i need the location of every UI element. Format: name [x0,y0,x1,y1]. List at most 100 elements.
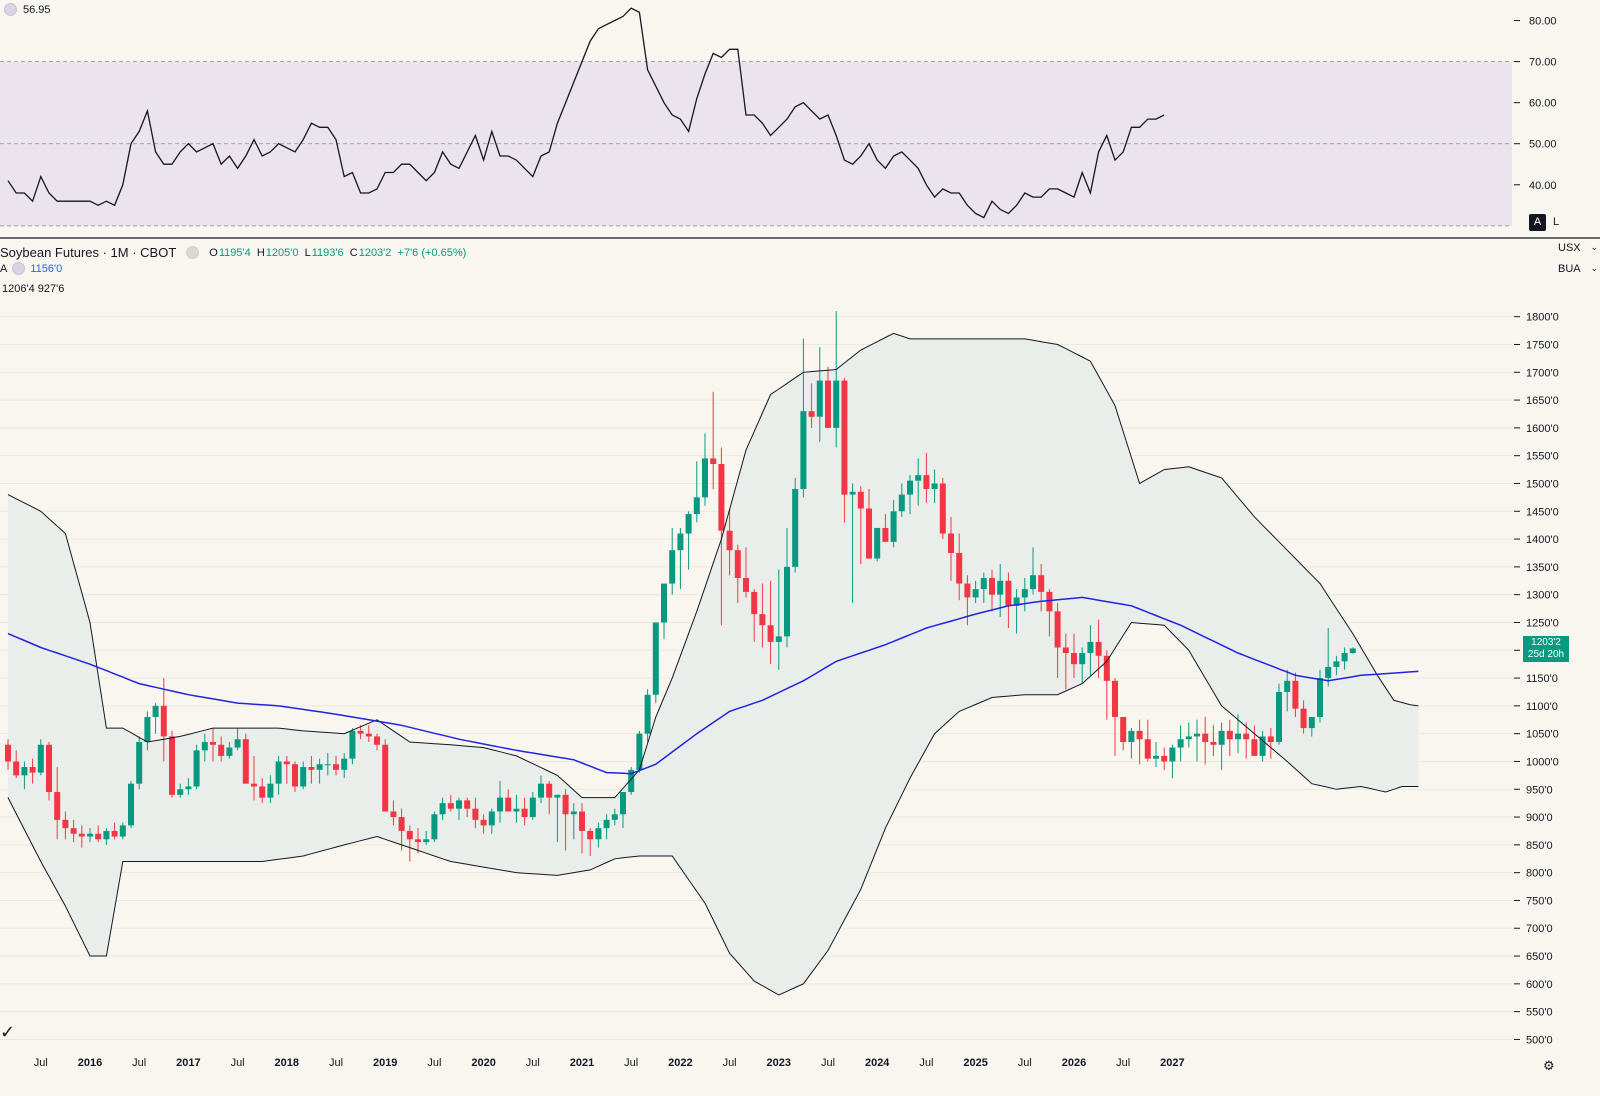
candle-body [1292,680,1299,709]
time-tick-label: 2022 [668,1057,692,1069]
bollinger-fill-area [8,333,1419,995]
candle-body [1235,733,1241,740]
candle-body [702,458,708,498]
rsi-legend[interactable]: 56.95 [4,3,51,16]
candle [1251,725,1258,756]
candle-body [1210,741,1217,745]
candle-body [972,589,979,598]
candle-body [948,533,954,553]
candle [111,822,118,840]
candle-body [46,744,52,793]
candle-body [1341,653,1348,662]
candle-body [1333,661,1340,667]
candle [939,477,946,540]
candle-body [767,625,774,642]
rsi-pane: 80.00 70.00 60.00 50.00 40.00 [0,7,1557,227]
time-tick-label: Jul [34,1057,48,1069]
candle-body [210,741,216,745]
symbol-legend[interactable]: Soybean Futures · 1M · CBOT O1195'4 H120… [0,245,466,260]
candle-body [652,622,659,695]
candle-body [136,741,143,784]
price-tick-label: 600'0 [1526,979,1553,991]
candle [1317,669,1323,723]
candle-body [1071,653,1077,665]
candle-body [464,800,471,809]
candle [456,797,462,820]
candle [505,789,512,812]
time-axis[interactable]: Jul 2016 Jul 2017 Jul 2018 Jul 2019 Jul 2020 Jul 20… [34,1057,1185,1069]
unit-selector[interactable]: BUA ⌄ [1558,263,1598,275]
candle [398,808,405,851]
price-axis[interactable]: 1800'0 1750'0 1700'0 1650'0 1600'0 1550'0 1500… [1514,312,1559,1047]
candle [119,822,126,840]
candle-body [382,744,389,812]
candle [792,477,799,573]
candle-body [808,411,815,417]
time-tick-label: Jul [1116,1057,1130,1069]
candle-body [1226,730,1233,740]
candle-body [816,380,823,417]
bb-values: 1206'4 927'6 [2,283,65,295]
candle [390,800,397,826]
candle-body [677,533,684,551]
candle-body [1300,708,1307,729]
auto-scale-button[interactable]: A [1529,214,1546,231]
candle [1144,719,1151,762]
candle-body [775,636,782,642]
time-tick-label: Jul [231,1057,245,1069]
candle [1276,683,1282,745]
candle [103,828,110,845]
candle [562,789,569,851]
candle-body [1161,755,1168,762]
market-status-icon [186,246,200,259]
candle-body [636,733,643,770]
price-tick-label: 1250'0 [1526,617,1559,629]
candle [226,741,233,759]
candle [661,583,667,640]
candle-body [1103,655,1110,681]
last-price-tag: 1203'2 25d 20h [1523,636,1569,662]
candle-body [37,744,44,773]
indicator-icon [4,3,17,16]
candle [160,678,167,762]
tradingview-logo-icon[interactable]: ✓ [0,1022,16,1042]
currency-selector[interactable]: USX ⌄ [1558,242,1598,254]
candle-body [1038,575,1045,592]
price-tick-label: 650'0 [1526,951,1553,963]
candle [144,711,151,751]
log-scale-button[interactable]: L [1553,216,1560,228]
candle [193,744,200,790]
candle-body [398,817,405,831]
symbol-title[interactable]: Soybean Futures · 1M · CBOT [0,245,177,260]
candle [37,739,44,776]
gear-icon[interactable]: ⚙ [1543,1058,1555,1073]
candles [5,311,1356,862]
time-tick-label: Jul [821,1057,835,1069]
candle-body [431,814,438,840]
price-tick-label: 1050'0 [1526,729,1559,741]
candle [1341,647,1348,670]
candle [751,589,758,642]
candle-body [447,803,454,809]
candle [775,569,782,670]
candle-body [743,577,749,592]
candle-body [841,380,848,495]
candle-body [160,705,167,737]
candle-body [1120,716,1127,742]
candle-body [497,797,503,812]
candle [948,516,954,581]
candle-body [316,764,323,770]
candle-body [456,800,462,809]
candle [1194,719,1200,762]
candle-body [234,739,241,748]
candle [759,583,766,648]
candle-body [70,828,77,834]
candle [1177,725,1184,762]
bb-legend[interactable]: 1206'4 927'6 [2,283,64,295]
candle-body [1046,591,1053,612]
candle-body [111,830,118,837]
candle-body [54,792,61,820]
ma-legend[interactable]: A 1156'0 [0,262,62,275]
candle [636,730,643,773]
